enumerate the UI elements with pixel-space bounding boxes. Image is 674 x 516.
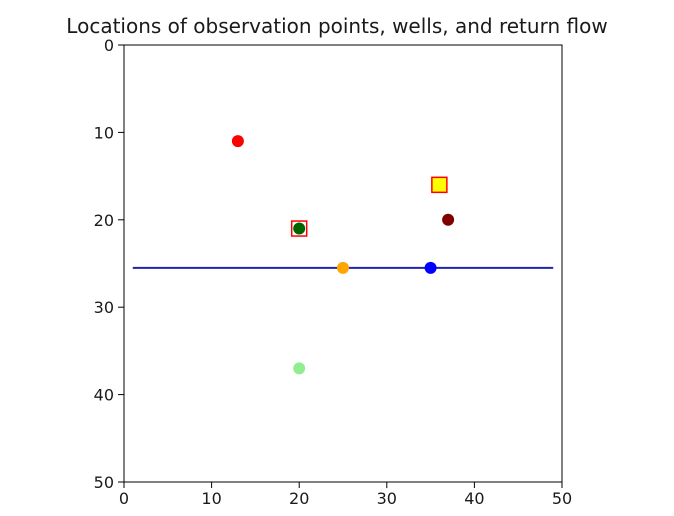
point-marker-1 bbox=[293, 222, 306, 235]
chart-title: Locations of observation points, wells, … bbox=[66, 14, 608, 38]
y-tick-label: 10 bbox=[94, 123, 114, 142]
y-tick-label: 30 bbox=[94, 298, 114, 317]
y-tick-label: 40 bbox=[94, 386, 114, 405]
point-marker-0 bbox=[231, 135, 244, 148]
x-tick-label: 10 bbox=[201, 489, 221, 508]
points-layer bbox=[231, 135, 455, 375]
x-axis: 0 10 20 30 40 50 bbox=[119, 482, 572, 508]
y-tick-label: 50 bbox=[94, 473, 114, 492]
point-marker-5 bbox=[293, 362, 306, 375]
x-tick-label: 50 bbox=[552, 489, 572, 508]
x-tick-label: 40 bbox=[464, 489, 484, 508]
square-marker-6 bbox=[290, 220, 308, 237]
point-marker-3 bbox=[424, 261, 437, 274]
point-marker-2 bbox=[337, 261, 349, 274]
x-tick-label: 20 bbox=[289, 489, 309, 508]
y-tick-label: 0 bbox=[104, 36, 114, 55]
square-marker-7 bbox=[431, 176, 448, 194]
x-tick-label: 30 bbox=[377, 489, 397, 508]
y-tick-label: 20 bbox=[94, 211, 114, 230]
x-tick-label: 0 bbox=[119, 489, 129, 508]
y-axis: 0 10 20 30 40 50 bbox=[94, 36, 124, 492]
point-marker-4 bbox=[442, 213, 455, 226]
